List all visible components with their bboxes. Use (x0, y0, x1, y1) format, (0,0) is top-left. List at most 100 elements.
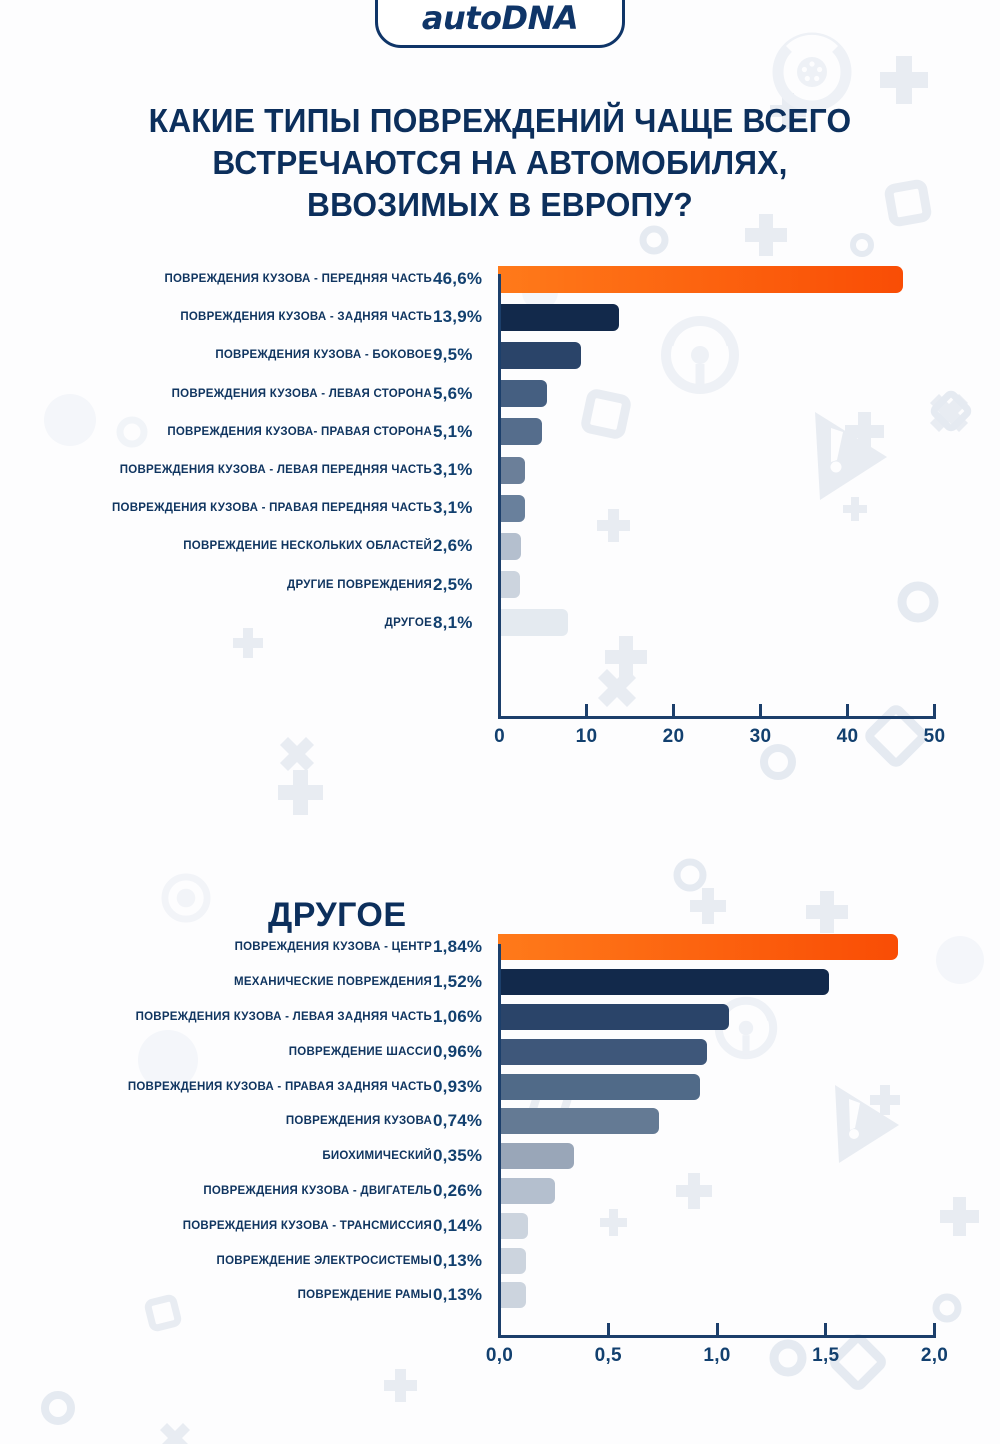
bar-track (498, 1034, 933, 1069)
bar-track (498, 1104, 933, 1139)
bar-category-label: ПОВРЕЖДЕНИЕ ШАССИ (288, 1045, 432, 1058)
bar-value-label: 3,1% (433, 498, 473, 518)
x-axis-tick-label: 2,0 (920, 1344, 949, 1366)
bar-track (498, 1278, 933, 1313)
x-axis-tick-label: 20 (662, 726, 685, 747)
bar-category-label: ПОВРЕЖДЕНИЯ КУЗОВА - ТРАНСМИССИЯ (182, 1219, 432, 1232)
bar-value-label: 2,6% (433, 536, 473, 556)
logo-text: autoDNA (421, 0, 579, 37)
bar-category-label: ПОВРЕЖДЕНИЯ КУЗОВА - ЦЕНТР (234, 941, 432, 954)
bar-track (498, 489, 933, 527)
bar (498, 1108, 659, 1135)
x-axis-tick-label: 50 (923, 726, 946, 747)
bar (498, 1247, 527, 1274)
bar (498, 1003, 729, 1030)
chart-bar-row: ПОВРЕЖДЕНИЯ КУЗОВА - ЛЕВАЯ ЗАДНЯЯ ЧАСТЬ 1… (0, 1000, 1000, 1035)
bar-track (498, 965, 933, 1000)
bar (498, 303, 619, 331)
bar-track (498, 604, 933, 642)
x-axis-tick-label: 0 (494, 726, 505, 747)
x-axis-tick (498, 704, 501, 716)
bar-value-label: 5,1% (433, 421, 473, 441)
page-title-line-2: ВСТРЕЧАЮТСЯ НА АВТОМОБИЛЯХ, (212, 144, 788, 182)
chart-rows: ПОВРЕЖДЕНИЯ КУЗОВА - ЦЕНТР 1,84% МЕХАНИЧЕС… (0, 930, 1000, 1313)
x-axis-tick (715, 1322, 719, 1335)
bar-category-label: ПОВРЕЖДЕНИЕ ЭЛЕКТРОСИСТЕМЫ (216, 1254, 432, 1267)
bar-value-label: 13,9% (433, 307, 483, 327)
bar-track (498, 1069, 933, 1104)
x-axis-tick-label: 0,5 (594, 1344, 622, 1366)
x-axis-tick (933, 704, 936, 716)
bar-category-label: БИОХИМИЧЕСКИЙ (322, 1150, 432, 1163)
bar-category-label: ПОВРЕЖДЕНИЯ КУЗОВА- ПРАВАЯ СТОРОНА (167, 425, 432, 438)
chart-bar-row: ПОВРЕЖДЕНИЯ КУЗОВА - ПРАВАЯ ПЕРЕДНЯЯ ЧАС… (0, 489, 1000, 527)
x-axis-tick-label: 1,0 (703, 1344, 731, 1366)
chart-bar-row: ПОВРЕЖДЕНИЕ ЭЛЕКТРОСИСТЕМЫ 0,13% (0, 1243, 1000, 1278)
section-heading-other: ДРУГОЕ (268, 896, 407, 935)
chart-bar-row: МЕХАНИЧЕСКИЕ ПОВРЕЖДЕНИЯ 1,52% (0, 965, 1000, 1000)
bar-category-label: ПОВРЕЖДЕНИЯ КУЗОВА - ПЕРЕДНЯЯ ЧАСТЬ (164, 273, 432, 286)
bar-value-label: 0,93% (433, 1076, 483, 1096)
bar (498, 609, 569, 637)
y-axis-line (498, 274, 501, 716)
brake-disc-icon (772, 32, 852, 112)
bar-track (498, 451, 933, 489)
bar (498, 380, 547, 408)
bar-category-label: ПОВРЕЖДЕНИЕ РАМЫ (297, 1289, 432, 1302)
x-axis-tick (585, 704, 588, 716)
chart-bar-row: ПОВРЕЖДЕНИЕ РАМЫ 0,13% (0, 1278, 1000, 1313)
bar-value-label: 1,06% (433, 1006, 483, 1026)
bar-track (498, 1174, 933, 1209)
bar (498, 265, 904, 293)
bar (498, 1143, 575, 1170)
bar-track (498, 1243, 933, 1278)
bar-track (498, 413, 933, 451)
bar-value-label: 1,84% (433, 937, 483, 957)
bar-category-label: ДРУГИЕ ПОВРЕЖДЕНИЯ (287, 578, 432, 591)
x-axis-line (498, 716, 936, 719)
chart-bar-row: ПОВРЕЖДЕНИЯ КУЗОВА - ЗАДНЯЯ ЧАСТЬ 13,9% (0, 298, 1000, 336)
chart-bar-row: ПОВРЕЖДЕНИЯ КУЗОВА 0,74% (0, 1104, 1000, 1139)
bar-category-label: ПОВРЕЖДЕНИЯ КУЗОВА - ПРАВАЯ ПЕРЕДНЯЯ ЧАС… (112, 502, 432, 515)
y-axis-line (498, 944, 501, 1335)
bar-value-label: 0,35% (433, 1146, 483, 1166)
bar-track (498, 527, 933, 565)
chart-bar-row: ПОВРЕЖДЕНИЯ КУЗОВА - БОКОВОЕ 9,5% (0, 336, 1000, 374)
bar-category-label: ПОВРЕЖДЕНИЯ КУЗОВА - ДВИГАТЕЛЬ (203, 1184, 432, 1197)
brake-disc-icon (161, 873, 211, 923)
bar-track (498, 336, 933, 374)
x-axis-tick (933, 1322, 936, 1335)
bar (498, 341, 581, 369)
bar-value-label: 2,5% (433, 574, 473, 594)
chart-bar-row: ПОВРЕЖДЕНИЯ КУЗОВА - ЦЕНТР 1,84% (0, 930, 1000, 965)
x-axis-tick (606, 1322, 610, 1335)
chart-bar-row: ПОВРЕЖДЕНИЯ КУЗОВА - ПЕРЕДНЯЯ ЧАСТЬ 46,6% (0, 260, 1000, 298)
bar-track (498, 260, 933, 298)
x-axis-line (498, 1334, 936, 1338)
chart-bar-row: ПОВРЕЖДЕНИЯ КУЗОВА - ЛЕВАЯ СТОРОНА 5,6% (0, 375, 1000, 413)
page-title-line-3: ВВОЗИМЫХ В ЕВРОПУ? (307, 186, 693, 224)
bar-value-label: 0,14% (433, 1215, 483, 1235)
chart-bar-row: БИОХИМИЧЕСКИЙ 0,35% (0, 1139, 1000, 1174)
bar-category-label: ПОВРЕЖДЕНИЯ КУЗОВА - БОКОВОЕ (215, 349, 432, 362)
bar-value-label: 9,5% (433, 345, 473, 365)
bar-value-label: 0,13% (433, 1250, 483, 1270)
chart-bar-row: ДРУГОЕ 8,1% (0, 604, 1000, 642)
bar-track (498, 930, 933, 965)
bar-track (498, 1139, 933, 1174)
bar-track (498, 1000, 933, 1035)
bar-track (498, 298, 933, 336)
x-axis-tick (824, 1322, 828, 1335)
bar-value-label: 0,26% (433, 1180, 483, 1200)
bar-category-label: ПОВРЕЖДЕНИЯ КУЗОВА - ЛЕВАЯ СТОРОНА (171, 387, 432, 400)
bar-value-label: 0,74% (433, 1111, 483, 1131)
bar-category-label: ПОВРЕЖДЕНИЕ НЕСКОЛЬКИХ ОБЛАСТЕЙ (183, 540, 432, 553)
bar-category-label: ПОВРЕЖДЕНИЯ КУЗОВА (285, 1115, 432, 1128)
bar-value-label: 0,13% (433, 1285, 483, 1305)
bar-value-label: 3,1% (433, 460, 473, 480)
autodna-logo: autoDNA (375, 0, 625, 48)
chart-bar-row: ДРУГИЕ ПОВРЕЖДЕНИЯ 2,5% (0, 566, 1000, 604)
bar (498, 494, 525, 522)
bar-value-label: 46,6% (433, 269, 483, 289)
bar (498, 1073, 701, 1100)
